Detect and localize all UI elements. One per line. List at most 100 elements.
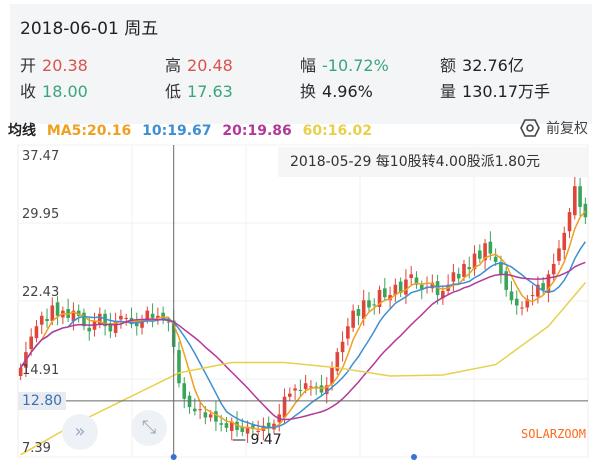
candle-body: [499, 261, 503, 275]
candle-body: [488, 241, 493, 254]
candle-body: [71, 310, 76, 322]
candle-body: [156, 315, 160, 318]
candle-body: [430, 282, 435, 289]
candle-body: [441, 290, 445, 299]
adjust-label: 前复权: [546, 121, 588, 137]
low-marker: — 9.47: [232, 432, 282, 448]
stat-label: 幅: [300, 56, 317, 75]
candle-body: [177, 350, 181, 384]
candle-body: [18, 367, 23, 376]
y-tick-label: 7.39: [22, 441, 51, 456]
ma-legend: 均线 MA5:20.16 10:19.67 20:19.86 60:16.02: [8, 120, 378, 140]
ma-title: 均线: [8, 123, 36, 139]
candle-body: [240, 426, 245, 433]
candle-body: [509, 291, 514, 301]
candle-body: [293, 388, 297, 391]
candle-body: [346, 326, 350, 339]
candle-body: [124, 317, 128, 319]
stat-value: 32.76亿: [462, 56, 524, 75]
candle-body: [29, 336, 33, 350]
adjust-button[interactable]: 前复权: [520, 118, 588, 138]
candle-body: [372, 304, 377, 306]
stat-1: 高 20.48: [165, 52, 233, 76]
y-tick-label: 14.91: [22, 363, 60, 378]
candle-body: [119, 315, 123, 320]
candle-body: [282, 396, 287, 418]
stat-label: 高: [165, 56, 182, 75]
candle-body: [198, 409, 202, 411]
stat-label: 开: [20, 56, 37, 75]
candle-body: [288, 393, 292, 397]
candle-body: [166, 321, 171, 323]
stat-6: 换 4.96%: [300, 78, 373, 102]
candle-body: [324, 385, 329, 395]
ma10-value: 10:19.67: [142, 123, 212, 139]
candle-body: [309, 386, 313, 388]
settings-hex-icon: [520, 119, 540, 137]
candle-body: [514, 298, 519, 306]
candle-body: [583, 203, 588, 218]
candle-body: [478, 250, 482, 259]
stat-label: 量: [440, 82, 457, 101]
watermark-logo: SOLARZOOM: [520, 427, 586, 441]
stat-3: 额 32.76亿: [440, 52, 524, 76]
dividend-notice: 2018-05-29 每10股转4.00股派1.80元: [278, 147, 588, 177]
candle-body: [298, 389, 303, 391]
event-dot: [411, 454, 417, 460]
candle-body: [340, 341, 345, 353]
candle-body: [50, 305, 55, 322]
candle-body: [34, 326, 39, 339]
candle-body: [208, 414, 213, 418]
ma20-value: 20:19.86: [222, 123, 292, 139]
candle-body: [361, 300, 366, 319]
candle-body: [98, 313, 102, 325]
candle-body: [551, 263, 556, 275]
candle-body: [87, 327, 92, 332]
candle-body: [419, 284, 424, 290]
candle-body: [356, 309, 361, 316]
stat-4: 收 18.00: [20, 78, 88, 102]
candle-body: [182, 383, 187, 399]
candle-body: [409, 274, 413, 278]
candle-body: [272, 423, 276, 430]
stat-value: 20.48: [187, 56, 233, 75]
stat-5: 低 17.63: [165, 78, 233, 102]
candle-body: [536, 284, 540, 297]
stat-value: 130.17万手: [462, 82, 551, 101]
candle-body: [541, 283, 545, 290]
candle-body: [530, 295, 535, 297]
candle-body: [557, 248, 561, 261]
ma60-line: [20, 282, 586, 456]
candle-body: [45, 318, 49, 322]
candle-body: [377, 289, 382, 308]
candle-body: [520, 307, 524, 309]
fullscreen-button[interactable]: ⤡: [131, 410, 167, 446]
candle-body: [203, 412, 208, 418]
candle-body: [113, 321, 118, 333]
candle-body: [224, 423, 229, 428]
candle-body: [456, 273, 461, 279]
candle-body: [150, 313, 155, 318]
quote-header: [10, 4, 592, 124]
candle-body: [467, 267, 472, 270]
ma20-line: [20, 261, 586, 421]
candle-body: [546, 274, 551, 294]
expand-left-button[interactable]: »: [62, 414, 98, 450]
y-tick-label: 37.47: [22, 149, 60, 164]
quote-date: 2018-06-01 周五: [20, 19, 159, 39]
stat-label: 换: [300, 82, 317, 101]
candle-body: [266, 422, 271, 428]
y-tick-label: 29.95: [22, 207, 60, 222]
stat-value: 20.38: [42, 56, 88, 75]
candle-body: [567, 212, 572, 232]
candle-body: [129, 317, 134, 325]
stat-7: 量 130.17万手: [440, 78, 550, 102]
candle-body: [393, 284, 398, 296]
stat-value: -10.72%: [322, 56, 389, 75]
candle-body: [108, 323, 113, 332]
candle-body: [55, 302, 60, 316]
candle-body: [578, 186, 582, 207]
candle-body: [39, 315, 44, 325]
candle-body: [367, 300, 371, 308]
